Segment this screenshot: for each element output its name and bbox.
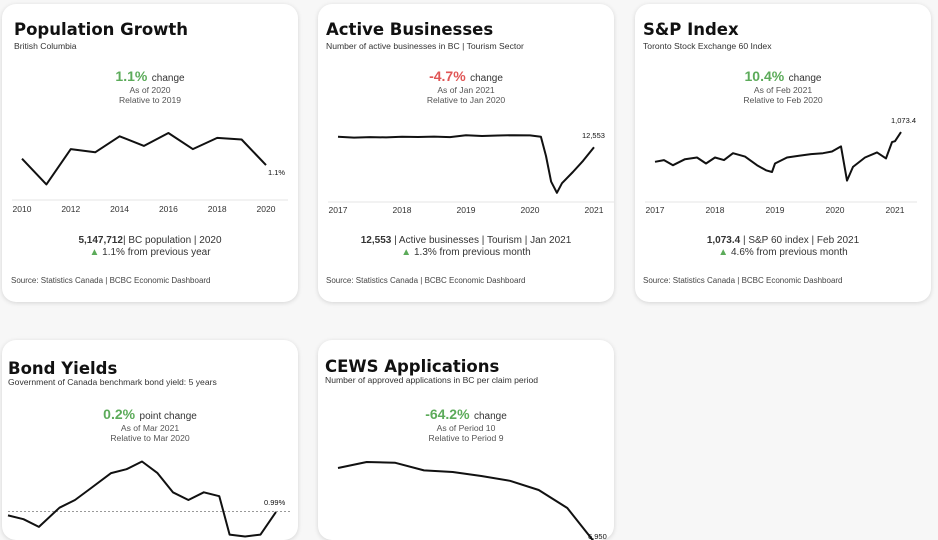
- summary-value: 12,553: [360, 235, 392, 246]
- end-value-label: 6,950: [588, 532, 607, 540]
- sp-index-line-chart: 2017 2018 2019 2020 2021 1,073.4: [645, 116, 917, 215]
- up-arrow-icon: ▲: [89, 247, 100, 259]
- x-tick-label: 2012: [61, 204, 80, 214]
- x-tick-label: 2021: [886, 205, 905, 215]
- relative-label: Relative to Period 9: [428, 433, 504, 444]
- relative-label: Relative to Mar 2020: [110, 433, 190, 444]
- summary-value: 1,073.4: [706, 235, 741, 246]
- summary-text: | Active businesses | Tourism | Jan 2021: [394, 235, 572, 246]
- series-line: [337, 461, 594, 540]
- series-line: [21, 132, 267, 186]
- summary-value: 5,147,712: [78, 235, 123, 246]
- change-block: -4.7% change As of Jan 2021 Relative to …: [318, 68, 614, 106]
- card-sp-index: S&P Index Toronto Stock Exchange 60 Inde…: [635, 4, 931, 302]
- card-bond-yields: Bond Yields Government of Canada benchma…: [2, 340, 298, 540]
- summary-text: | BC population | 2020: [122, 235, 222, 246]
- series-line: [337, 134, 595, 194]
- series-line: [7, 460, 277, 538]
- card-population-growth: Population Growth British Columbia 1.1% …: [2, 4, 298, 302]
- x-tick-label: 2020: [521, 205, 540, 215]
- x-tick-label: 2020: [826, 205, 845, 215]
- source-note: Source: Statistics Canada | BCBC Economi…: [643, 276, 843, 285]
- x-tick-label: 2020: [257, 204, 276, 214]
- change-word: change: [470, 73, 503, 84]
- card-subtitle: Toronto Stock Exchange 60 Index: [643, 41, 772, 51]
- x-tick-label: 2010: [13, 204, 32, 214]
- card-active-businesses: Active Businesses Number of active busin…: [318, 4, 614, 302]
- change-value: 0.2%: [103, 406, 136, 422]
- x-tick-label: 2019: [766, 205, 785, 215]
- change-block: 0.2% point change As of Mar 2021 Relativ…: [2, 406, 298, 444]
- summary: 5,147,712| BC population | 2020 ▲ 1.1% f…: [2, 235, 298, 259]
- change-word: point change: [139, 411, 197, 422]
- x-tick-label: 2018: [208, 204, 227, 214]
- card-title: CEWS Applications: [325, 357, 500, 376]
- card-title: Bond Yields: [8, 359, 118, 378]
- summary-change: 1.3% from previous month: [413, 247, 531, 259]
- card-title: Active Businesses: [326, 20, 494, 39]
- cews-line-chart: 6,950: [337, 461, 607, 540]
- as-of-label: As of 2020: [129, 85, 171, 96]
- change-word: change: [151, 73, 185, 84]
- as-of-label: As of Jan 2021: [437, 85, 495, 96]
- card-subtitle: Number of active businesses in BC | Tour…: [326, 41, 524, 51]
- x-tick-label: 2014: [110, 204, 129, 214]
- card-subtitle: Number of approved applications in BC pe…: [325, 375, 539, 385]
- change-value: 1.1%: [115, 68, 148, 84]
- change-block: 10.4% change As of Feb 2021 Relative to …: [635, 68, 931, 106]
- card-subtitle: British Columbia: [14, 41, 77, 51]
- change-value: -64.2%: [425, 406, 470, 422]
- change-word: change: [474, 411, 507, 422]
- x-tick-label: 2017: [646, 205, 665, 215]
- relative-label: Relative to Jan 2020: [426, 95, 506, 106]
- change-block: 1.1% change As of 2020 Relative to 2019: [2, 68, 298, 106]
- as-of-label: As of Mar 2021: [120, 423, 180, 434]
- card-cews-applications: CEWS Applications Number of approved app…: [318, 340, 614, 540]
- population-line-chart: 2010 2012 2014 2016 2018 2020 1.1%: [12, 132, 288, 214]
- change-block: -64.2% change As of Period 10 Relative t…: [318, 406, 614, 444]
- x-tick-label: 2021: [585, 205, 604, 215]
- card-title: Population Growth: [14, 20, 189, 39]
- summary: 12,553 | Active businesses | Tourism | J…: [318, 235, 614, 259]
- up-arrow-icon: ▲: [718, 247, 729, 259]
- up-arrow-icon: ▲: [401, 247, 412, 259]
- end-value-label: 1,073.4: [891, 116, 916, 125]
- x-tick-label: 2017: [329, 205, 348, 215]
- change-value: 10.4%: [744, 68, 785, 84]
- card-title: S&P Index: [643, 20, 739, 39]
- as-of-label: As of Feb 2021: [753, 85, 813, 96]
- x-tick-label: 2018: [706, 205, 725, 215]
- end-value-label: 0.99%: [264, 498, 286, 507]
- source-note: Source: Statistics Canada | BCBC Economi…: [326, 276, 526, 285]
- summary: 1,073.4 | S&P 60 index | Feb 2021 ▲ 4.6%…: [635, 235, 931, 259]
- source-note: Source: Statistics Canada | BCBC Economi…: [11, 276, 211, 285]
- x-tick-label: 2016: [159, 204, 178, 214]
- summary-change: 1.1% from previous year: [102, 247, 211, 259]
- card-subtitle: Government of Canada benchmark bond yiel…: [8, 377, 217, 387]
- end-value-label: 12,553: [582, 131, 605, 140]
- series-line: [654, 131, 902, 182]
- businesses-line-chart: 2017 2018 2019 2020 2021 12,553: [328, 131, 614, 215]
- summary-text: | S&P 60 index | Feb 2021: [742, 235, 860, 246]
- x-tick-label: 2019: [457, 205, 476, 215]
- relative-label: Relative to 2019: [118, 95, 182, 106]
- change-value: -4.7%: [429, 68, 466, 84]
- bond-yield-line-chart: 0.99%: [7, 460, 290, 538]
- end-value-label: 1.1%: [268, 168, 285, 177]
- x-tick-label: 2018: [393, 205, 412, 215]
- relative-label: Relative to Feb 2020: [743, 95, 823, 106]
- summary-change: 4.6% from previous month: [730, 247, 848, 259]
- as-of-label: As of Period 10: [436, 423, 496, 434]
- change-word: change: [788, 73, 822, 84]
